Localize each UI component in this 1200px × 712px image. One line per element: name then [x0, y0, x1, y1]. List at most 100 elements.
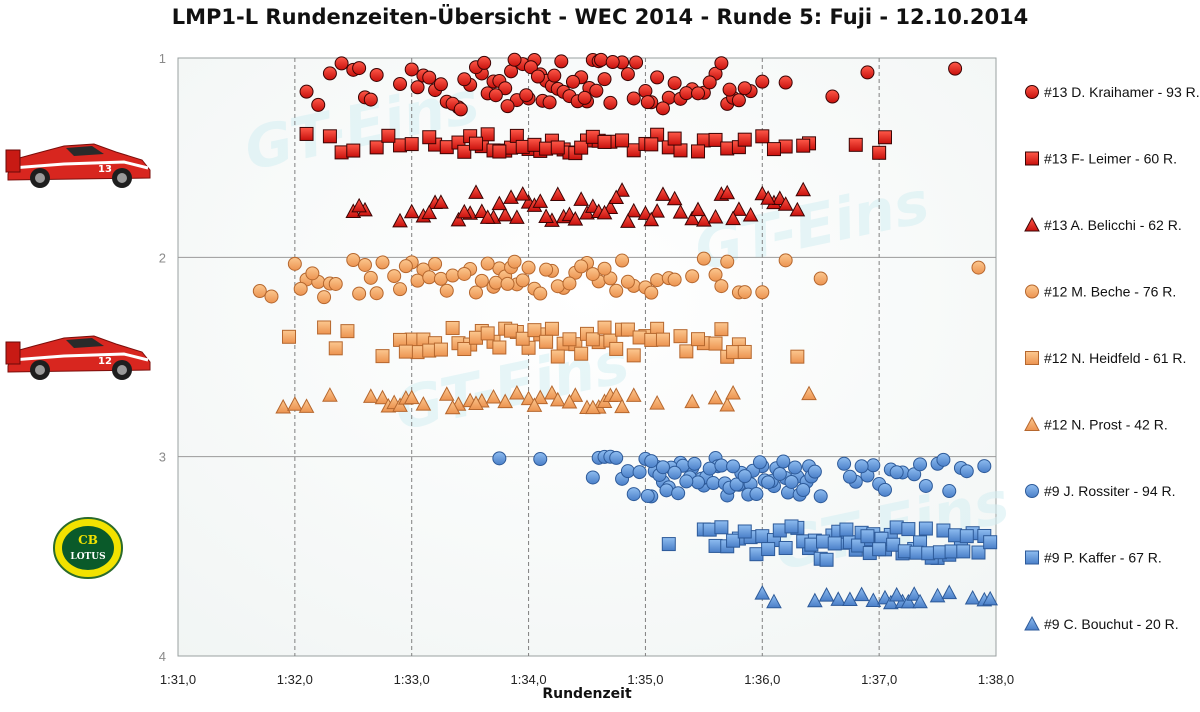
data-point — [788, 460, 803, 475]
data-point — [561, 393, 578, 409]
data-point — [527, 137, 542, 152]
data-point — [457, 144, 472, 159]
data-point — [352, 286, 367, 301]
data-point — [644, 332, 659, 347]
data-point — [369, 286, 384, 301]
data-point — [544, 384, 560, 400]
data-point — [667, 465, 682, 480]
data-point — [519, 88, 534, 103]
data-point — [488, 88, 503, 103]
data-point — [293, 281, 308, 296]
data-point — [608, 189, 625, 205]
data-point — [948, 61, 963, 76]
chart-title: LMP1-L Rundenzeiten-Übersicht - WEC 2014… — [171, 5, 1029, 29]
series-5 — [282, 320, 805, 364]
data-point — [533, 286, 548, 301]
data-point — [956, 544, 971, 559]
series-2 — [299, 126, 892, 161]
data-point — [574, 259, 589, 274]
data-point — [830, 591, 847, 606]
data-point — [714, 279, 729, 294]
data-point — [714, 458, 729, 473]
series-3 — [345, 181, 812, 228]
x-tick-label: 1:34,0 — [510, 672, 546, 687]
data-point — [565, 74, 580, 89]
data-point — [477, 55, 492, 70]
data-point — [671, 486, 686, 501]
legend-marker — [1024, 416, 1040, 431]
data-point — [403, 203, 420, 219]
data-point — [860, 65, 875, 80]
data-point — [346, 143, 361, 158]
data-point — [305, 266, 320, 281]
x-tick-label: 1:36,0 — [744, 672, 780, 687]
legend-label: #13 A. Belicchi - 62 R. — [1044, 217, 1182, 233]
data-point — [819, 552, 834, 567]
data-point — [644, 285, 659, 300]
legend-label: #9 C. Bouchut - 20 R. — [1044, 616, 1179, 632]
data-point — [632, 330, 647, 345]
data-point — [672, 204, 689, 219]
legend-marker — [1025, 351, 1039, 365]
data-point — [457, 72, 472, 87]
x-tick-label: 1:32,0 — [277, 672, 313, 687]
data-point — [282, 329, 297, 344]
data-point — [567, 387, 584, 402]
data-point — [445, 320, 460, 335]
data-point — [889, 465, 904, 480]
data-point — [708, 336, 723, 351]
data-point — [731, 201, 747, 216]
data-point — [778, 75, 793, 90]
legend-marker — [1024, 615, 1040, 631]
data-point — [609, 341, 624, 356]
data-point — [789, 201, 806, 217]
data-point — [620, 322, 635, 337]
data-point — [393, 282, 408, 297]
x-tick-label: 1:35,0 — [627, 672, 663, 687]
data-point — [837, 456, 852, 471]
x-tick-label: 1:31,0 — [160, 672, 196, 687]
svg-text:CB: CB — [78, 533, 98, 547]
data-point — [488, 275, 503, 290]
data-point — [392, 397, 408, 412]
legend-label: #13 F- Leimer - 60 R. — [1044, 151, 1177, 167]
data-point — [932, 545, 947, 560]
data-point — [357, 257, 372, 272]
data-point — [778, 253, 793, 268]
data-point — [410, 345, 425, 360]
data-point — [363, 92, 378, 107]
data-point — [398, 344, 413, 359]
y-tick-label: 1 — [159, 51, 166, 66]
data-point — [422, 343, 437, 358]
series-9 — [754, 584, 998, 610]
x-tick-label: 1:37,0 — [861, 672, 897, 687]
data-point — [872, 542, 887, 557]
data-point — [691, 144, 706, 159]
data-point — [714, 322, 729, 337]
data-point — [567, 211, 584, 226]
data-point — [322, 129, 337, 144]
data-point — [352, 61, 367, 76]
data-point — [457, 266, 472, 281]
data-point — [722, 82, 737, 97]
data-point — [562, 276, 577, 291]
data-point — [691, 332, 706, 347]
data-point — [503, 189, 519, 204]
data-point — [766, 593, 782, 609]
data-point — [640, 488, 655, 503]
data-point — [942, 484, 957, 499]
data-point — [504, 64, 519, 79]
data-point — [456, 203, 473, 219]
car-13-image: 13 — [5, 143, 151, 188]
data-point — [500, 99, 515, 114]
data-point — [485, 388, 502, 404]
legend-label: #12 M. Beche - 76 R. — [1044, 284, 1176, 300]
data-point — [515, 331, 530, 346]
data-point — [422, 130, 437, 145]
data-point — [468, 136, 483, 151]
data-point — [615, 253, 630, 268]
data-point — [752, 455, 767, 470]
data-point — [737, 132, 752, 147]
data-point — [936, 452, 951, 467]
data-point — [679, 344, 694, 359]
